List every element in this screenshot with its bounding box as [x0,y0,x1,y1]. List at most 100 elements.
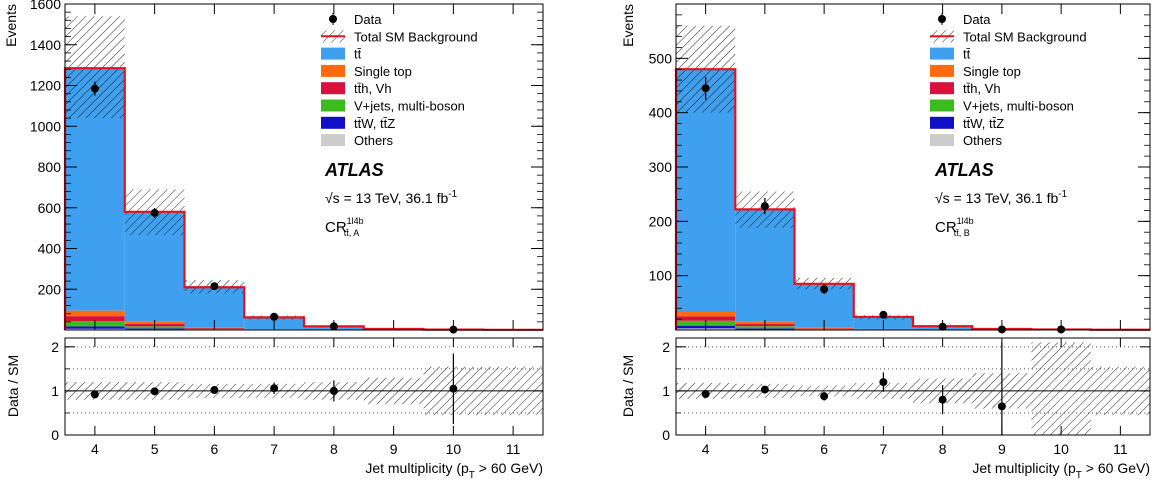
y-axis-label-left: Events [3,4,19,47]
legend-label: Single top [354,64,412,79]
main-plot-left: 200 400 600 800 1000 1200 1400 1600 Events [3,0,544,334]
legend-label: tt̄W, tt̄Z [354,116,395,131]
energy-text: √s = 13 TeV, 36.1 fb-1 [325,189,458,206]
y-tick-label: 1400 [30,37,61,53]
legend-marker-fill [930,64,954,77]
legend-marker-fill [321,82,345,95]
x-tick-label: 4 [91,441,99,457]
ratio-points-right [701,342,1006,435]
legend-label: Single top [963,64,1021,79]
legend-label: Others [963,133,1003,148]
ratio-y-tick-label: 1 [662,383,670,399]
ratio-plot-right: 0 1 2 4 5 6 7 8 9 10 11 Data / SM Jet multiplicit… [620,337,1151,481]
x-ticks-left: 4 5 6 7 8 9 10 11 [91,338,521,457]
total-sm-line-right [674,68,1150,331]
ratio-reference-lines-right [676,346,1150,414]
legend-label: Data [354,12,382,27]
y-tick-label: 100 [649,268,673,284]
data-point [820,285,829,294]
atlas-text: ATLAS [934,160,994,180]
data-point [210,282,219,291]
x-tick-label: 8 [939,441,947,457]
region-label: CR1l4b tt̄, A [325,216,364,238]
panel-left: 200 400 600 800 1000 1200 1400 1600 Events Data… [3,0,544,481]
legend-right: Data Total SM Background tt̄ Single top tt̄h… [930,12,1087,148]
ratio-band-bin-10 [1031,342,1091,435]
legend-marker-fill [930,99,954,112]
atlas-text: ATLAS [324,160,384,180]
x-ticks-right: 4 5 6 7 8 9 10 11 [702,338,1128,457]
x-ticks-top-right [705,4,1121,330]
ratio-reference-lines-left [65,346,543,414]
y-tick-label: 200 [649,213,673,229]
ratio-y-tick-label: 0 [662,427,670,443]
y-tick-label: 200 [38,281,62,297]
bar-tth-4 [676,316,736,321]
ratio-plot-left: 0 1 2 4 5 6 7 8 9 10 11 Data / SM Jet multiplicit… [5,337,544,481]
x-tick-label: 10 [446,441,462,457]
legend-marker-fill [321,64,345,77]
atlas-label-left: ATLAS √s = 13 TeV, 36.1 fb-1 CR1l4b tt̄, … [324,160,458,238]
ratio-y-tick-label: 2 [662,339,670,355]
x-ticks-top-left [94,4,514,330]
y-tick-label: 400 [649,105,673,121]
ratio-frame-left [64,337,544,436]
data-point [701,84,710,93]
legend-marker-fill [930,116,954,129]
legend-label: tt̄h, Vh [963,81,1001,96]
legend-label: Total SM Background [963,29,1087,44]
ratio-point [760,385,769,394]
y-tick-label: 500 [649,50,673,66]
data-point [150,208,159,217]
legend-label: tt̄ [963,47,971,62]
x-tick-label: 11 [1113,441,1128,457]
legend-marker-fill [930,82,954,95]
region-label: CR1l4b tt̄, B [935,216,974,238]
y-ticks-left: 200 400 600 800 1000 1200 1400 1600 [30,0,543,331]
ratio-point [997,402,1006,411]
energy-text: √s = 13 TeV, 36.1 fb-1 [935,189,1068,206]
bar-single_top-4 [676,310,736,317]
ratio-point [150,387,159,396]
ratio-y-ticks-left: 0 1 2 [51,339,543,443]
ratio-point [270,384,279,393]
ratio-band-right [676,342,1150,435]
y-axis-label-right: Events [620,4,636,47]
legend-label: V+jets, multi-boson [354,99,465,114]
y-tick-label: 600 [38,200,62,216]
bar-ttbar-5 [735,209,795,322]
x-tick-label: 8 [330,441,338,457]
ratio-y-ticks-right: 0 1 2 [662,339,1150,443]
x-tick-label: 6 [820,441,828,457]
y-tick-label: 400 [38,241,62,257]
x-tick-label: 6 [210,441,218,457]
ratio-y-tick-label: 1 [51,383,59,399]
x-tick-label: 7 [270,441,278,457]
ratio-y-tick-label: 0 [51,427,59,443]
data-point [879,310,888,319]
y-ticks-right: 100 200 300 400 500 [649,3,1150,331]
x-tick-label: 9 [998,441,1006,457]
bar-single_top-4 [65,310,125,317]
ratio-frame-right [675,337,1151,436]
ratio-y-label-right: Data / SM [620,355,636,417]
legend-marker-fill [930,134,954,147]
main-plot-right: 100 200 300 400 500 Events [620,3,1151,334]
legend-label: tt̄h, Vh [354,81,392,96]
legend-marker-fill [321,134,345,147]
ratio-point [938,395,947,404]
x-tick-label: 4 [702,441,710,457]
ratio-point [329,386,338,395]
x-axis-label-left: Jet multiplicity (pT > 60 GeV) [365,460,543,481]
x-tick-label: 9 [390,441,398,457]
ratio-point [820,392,829,401]
legend-left: Data Total SM Background tt̄ Single top tt̄h… [321,12,478,148]
legend-label: Others [354,133,394,148]
legend-label: tt̄W, tt̄Z [963,116,1004,131]
x-tick-label: 5 [761,441,769,457]
ratio-point [90,390,99,399]
x-tick-label: 7 [879,441,887,457]
legend-marker-fill [321,116,345,129]
